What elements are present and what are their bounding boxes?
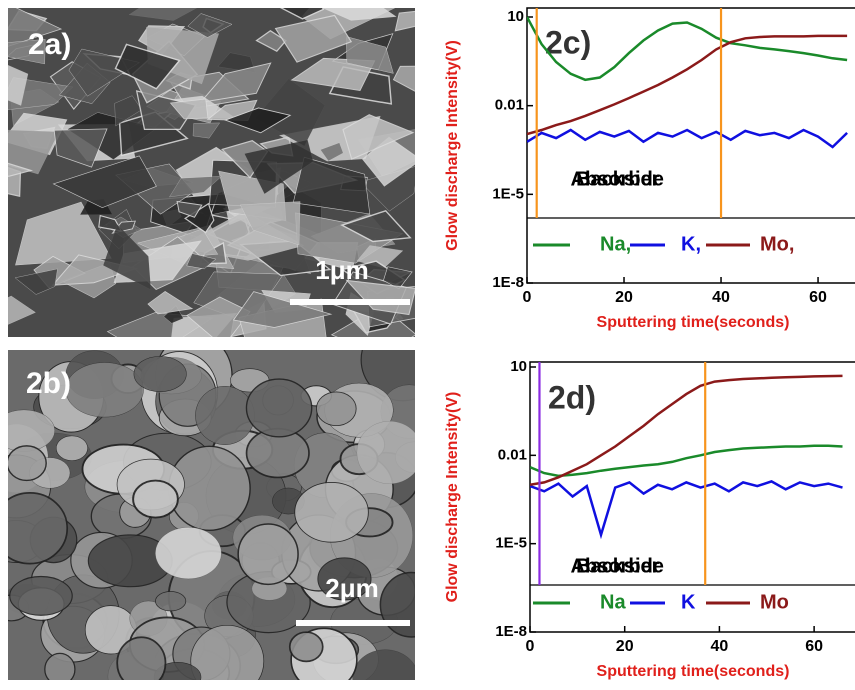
x-tick-label: 20: [615, 289, 633, 306]
texture: [195, 386, 254, 444]
texture: [56, 436, 87, 461]
texture: [45, 653, 75, 685]
texture: [395, 11, 421, 31]
texture: [295, 482, 369, 542]
x-tick-label: 20: [616, 638, 634, 655]
texture: [290, 632, 323, 661]
x-tick-label: 60: [809, 289, 827, 306]
texture: [316, 392, 356, 426]
texture: [155, 527, 221, 579]
panel-label: 2d): [548, 379, 596, 415]
texture: [133, 481, 178, 518]
texture: [10, 577, 72, 616]
texture: [66, 362, 144, 417]
y-tick-label: 1E-8: [495, 623, 527, 640]
scale-label: 2μm: [325, 573, 379, 603]
x-tick-label: 40: [711, 638, 729, 655]
panel-label: 2b): [26, 367, 71, 400]
texture: [380, 573, 442, 637]
texture: [246, 379, 311, 437]
legend-label: K: [681, 591, 696, 613]
panel-label: 2a): [28, 28, 71, 61]
scale-label: 1μm: [315, 255, 369, 285]
y-tick-label: 0.01: [495, 97, 524, 114]
x-tick-label: 40: [712, 289, 730, 306]
x-axis-title: Sputtering time(seconds): [597, 663, 790, 680]
texture: [238, 524, 298, 584]
legend-label: Mo: [760, 591, 789, 613]
y-tick-label: 1E-8: [492, 274, 524, 291]
x-tick-label: 0: [523, 289, 532, 306]
legend-label: Mo,: [760, 233, 794, 255]
y-axis-title: Glow discharge Intensity(V): [444, 40, 461, 251]
legend-label: Na: [600, 591, 626, 613]
texture: [155, 591, 185, 610]
series-line: [530, 446, 843, 476]
x-axis-title: Sputtering time(seconds): [597, 314, 790, 331]
y-axis-title: Glow discharge Intensity(V): [444, 392, 461, 603]
y-tick-label: 10: [510, 358, 527, 375]
page: 2a) 1μm 2b) 2μm 100.011E-51E-80204060Spu…: [0, 0, 855, 690]
texture: [7, 446, 46, 481]
annotation: Backside: [576, 168, 664, 190]
texture: [357, 421, 423, 484]
texture: [117, 637, 165, 689]
series-line: [527, 130, 847, 147]
texture: [134, 356, 186, 391]
y-tick-label: 0.01: [498, 446, 527, 463]
y-tick-label: 10: [507, 8, 524, 25]
legend-label: Na,: [600, 233, 631, 255]
texture: [0, 493, 67, 564]
figure: 2a) 1μm 2b) 2μm 100.011E-51E-80204060Spu…: [0, 0, 855, 690]
x-tick-label: 60: [805, 638, 823, 655]
annotation: Backside: [576, 555, 664, 577]
series-line: [530, 481, 843, 534]
legend-label: K,: [681, 233, 701, 255]
x-tick-label: 0: [526, 638, 535, 655]
y-tick-label: 1E-5: [492, 185, 524, 202]
y-tick-label: 1E-5: [495, 535, 527, 552]
